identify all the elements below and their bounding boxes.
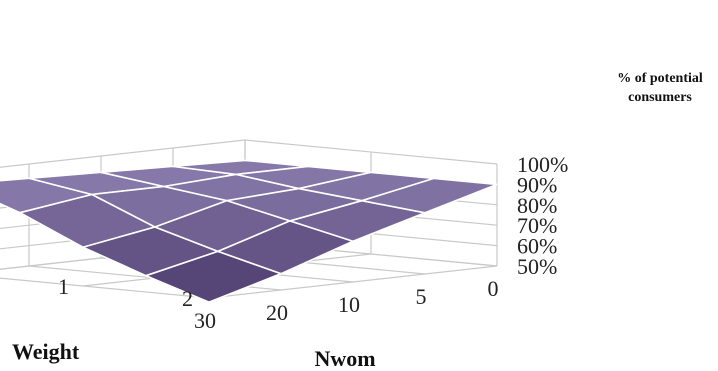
surface bbox=[0, 159, 498, 303]
x-tick-label: 30 bbox=[194, 308, 216, 333]
z-tick-label: 60% bbox=[517, 234, 557, 259]
x-tick-label: 10 bbox=[338, 292, 360, 317]
z-tick-label: 50% bbox=[517, 254, 557, 279]
z-axis-title-line2: consumers bbox=[628, 90, 692, 105]
x-tick-label: 5 bbox=[416, 284, 427, 309]
axes: 50%60%70%80%90%100%051020300.512 bbox=[58, 152, 568, 333]
x-axis-title: Nwom bbox=[314, 346, 375, 371]
y-tick-label: 2 bbox=[182, 286, 193, 311]
y-tick-label: 1 bbox=[58, 274, 69, 299]
surface-patch bbox=[361, 177, 498, 214]
z-tick-label: 80% bbox=[517, 193, 557, 218]
y-axis-title: Weight bbox=[12, 339, 80, 364]
z-tick-label: 90% bbox=[517, 172, 557, 197]
grid-line bbox=[208, 265, 498, 299]
z-tick-label: 70% bbox=[517, 213, 557, 238]
z-tick-label: 100% bbox=[517, 152, 568, 177]
x-tick-label: 0 bbox=[488, 276, 499, 301]
z-axis-title-line1: % of potential bbox=[617, 71, 703, 86]
grid-line bbox=[0, 139, 498, 168]
x-tick-label: 20 bbox=[266, 300, 288, 325]
